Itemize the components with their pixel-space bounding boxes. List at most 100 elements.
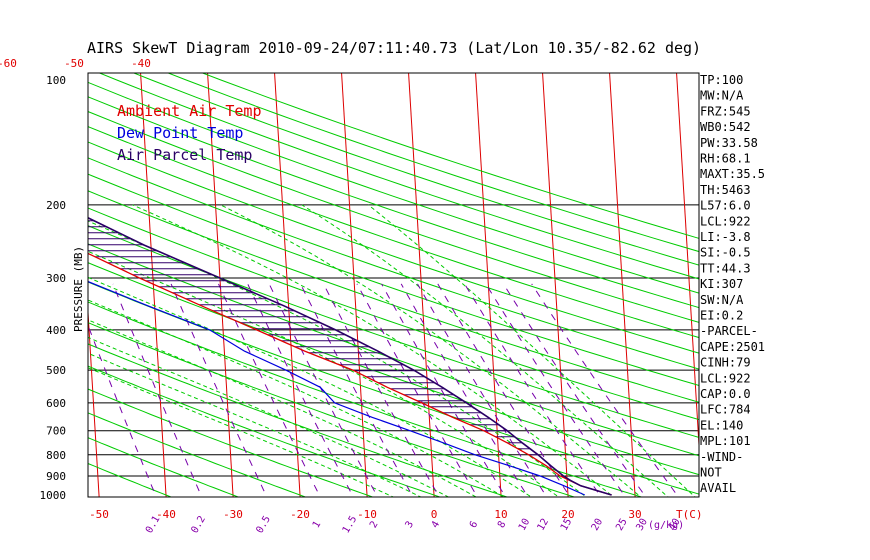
isotherm-line (609, 73, 636, 497)
bottom-temperature-labels: -50 -40 -30 -20 -10 0 10 20 30 (89, 508, 642, 521)
y-axis-label: PRESSURE (MB) (72, 246, 85, 332)
index-entry: CINH:79 (700, 356, 751, 370)
moist-adiabat (88, 336, 450, 497)
mixing-ratio-label: 0.5 (254, 514, 273, 535)
index-entry: WB0:542 (700, 120, 751, 134)
isotherm-line (542, 73, 569, 497)
dry-adiabat (88, 173, 699, 387)
mixing-ratio-line (417, 283, 548, 497)
mixing-ratio-label: 0.2 (189, 514, 208, 535)
moist-adiabat (132, 204, 615, 497)
pressure-tick-label: 500 (46, 364, 66, 377)
dry-adiabat (88, 262, 699, 476)
mixing-ratio-line (323, 283, 440, 497)
index-entry: MPL:101 (700, 434, 751, 448)
index-entry: RH:68.1 (700, 152, 751, 166)
legend-dewpoint: Dew Point Temp (117, 124, 243, 142)
index-entry: EL:140 (700, 418, 743, 432)
mixing-ratio-label: 40 (667, 517, 683, 533)
mixing-ratio-line (400, 283, 529, 497)
isotherm-line (810, 61, 837, 504)
sounding-profiles (88, 216, 612, 496)
mixing-ratio-label: 6 (468, 519, 481, 530)
bottom-temp-label: -10 (357, 508, 377, 521)
dry-adiabat (88, 388, 375, 497)
mixing-ratio-line (247, 283, 354, 497)
dry-adiabat (88, 96, 699, 309)
mixing-ratio-line (170, 283, 268, 497)
mixing-ratio-label: 10 (517, 517, 533, 533)
index-entry: AVAIL (700, 481, 736, 495)
dry-adiabat (88, 110, 699, 323)
dry-adiabat (88, 462, 173, 497)
index-entry: CAPE:2501 (700, 340, 765, 354)
moist-adiabat (88, 220, 587, 497)
index-entry: LI:-3.8 (700, 230, 751, 244)
bottom-temp-label: 0 (431, 508, 438, 521)
dry-adiabat (88, 412, 307, 497)
index-entry: -PARCEL- (700, 324, 758, 338)
bottom-temp-label: -20 (290, 508, 310, 521)
top-temp-label: -40 (131, 57, 151, 70)
isotherm-line (408, 73, 435, 497)
parcel-series-line (88, 216, 612, 496)
mixing-ratio-label: 25 (614, 517, 630, 533)
mixing-ratio-label: 8 (496, 519, 509, 530)
moist-adiabat (220, 204, 642, 497)
legend-parcel: Air Parcel Temp (117, 146, 252, 164)
index-entry: LFC:784 (700, 403, 751, 417)
bottom-temp-label: 10 (494, 508, 507, 521)
mixing-ratio-line (381, 283, 507, 497)
moist-adiabat (367, 204, 696, 497)
mixing-ratio-line (437, 283, 571, 497)
dry-adiabat (88, 343, 509, 497)
bottom-temp-label: 20 (561, 508, 574, 521)
index-entry: MW:N/A (700, 89, 744, 103)
isotherm-line (88, 304, 100, 497)
index-entry: LCL:922 (700, 371, 751, 385)
mixing-ratio-unit: (g/kg) (648, 520, 684, 531)
moist-adiabat (301, 204, 669, 497)
index-entry: MAXT:35.5 (700, 167, 765, 181)
dry-adiabat (88, 437, 240, 497)
dry-adiabat (98, 73, 699, 280)
mixing-ratio-line (218, 283, 321, 497)
dry-adiabat (88, 207, 699, 421)
index-entry: TT:44.3 (700, 261, 751, 275)
pressure-tick-label: 300 (46, 272, 66, 285)
dry-adiabat (166, 73, 699, 253)
top-temp-label: -50 (64, 57, 84, 70)
dry-adiabat (88, 157, 699, 370)
index-entry: PW:33.58 (700, 136, 758, 150)
top-temperature-labels: -120-110-100-90-80-70-60-50-40 (0, 57, 151, 70)
mixing-ratio-line (112, 283, 203, 497)
mixing-ratio-line (88, 323, 157, 497)
bottom-temp-label: -40 (156, 508, 176, 521)
pressure-tick-label: 800 (46, 449, 66, 462)
isotherm-line (207, 73, 234, 497)
mixing-ratio-label: 20 (590, 517, 606, 533)
dry-adiabat (88, 141, 699, 354)
background-grid (6, 61, 837, 504)
pressure-tick-label: 600 (46, 397, 66, 410)
ambient-series-line (88, 252, 612, 496)
dry-adiabat (88, 365, 442, 497)
mixing-ratio-label: 3 (404, 519, 417, 530)
mixing-ratio-label: 15 (559, 517, 575, 533)
index-entry: TP:100 (700, 73, 743, 87)
dry-adiabat (88, 126, 699, 339)
mixing-ratio-label: 4 (430, 519, 443, 530)
isotherm-line (6, 61, 33, 504)
legend: Ambient Air Temp Dew Point Temp Air Parc… (117, 102, 262, 164)
moist-adiabat (88, 299, 505, 497)
mixing-ratio-label: 12 (536, 517, 552, 533)
index-entry: KI:307 (700, 277, 743, 291)
index-entry: NOT (700, 466, 722, 480)
pressure-tick-labels: 100 200 300 400 500 600 700 800 900 1000 (40, 74, 67, 502)
dry-adiabat (88, 281, 699, 495)
index-entry: FRZ:545 (700, 104, 751, 118)
index-entry: TH:5463 (700, 183, 751, 197)
legend-ambient: Ambient Air Temp (117, 102, 262, 120)
